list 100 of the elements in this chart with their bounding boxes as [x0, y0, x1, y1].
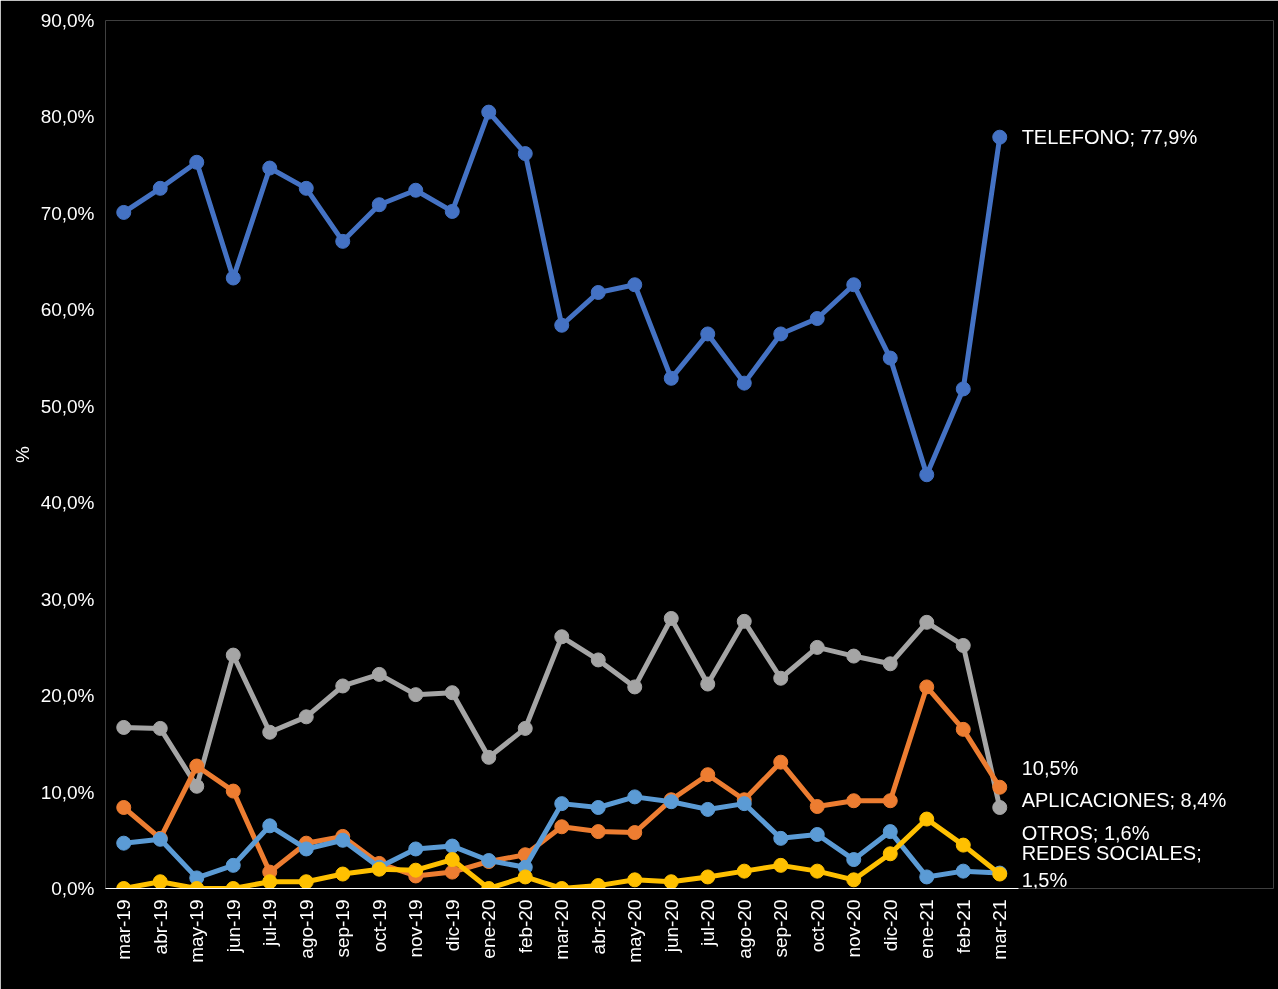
- point: [700, 326, 716, 342]
- point: [116, 719, 132, 735]
- point: [371, 197, 387, 213]
- point: [298, 841, 314, 857]
- point: [882, 824, 898, 840]
- point: [773, 830, 789, 846]
- x-tick-label: mar-19: [113, 899, 135, 960]
- point: [189, 778, 205, 794]
- point: [700, 801, 716, 817]
- point: [955, 637, 971, 653]
- point: [955, 721, 971, 737]
- point: [919, 869, 935, 885]
- point: [773, 326, 789, 342]
- text: OTROS; 1,6%: [1021, 821, 1150, 844]
- point: [809, 863, 825, 879]
- point: [408, 862, 424, 878]
- y-tick-label: 80,0%: [40, 106, 95, 128]
- point: [882, 656, 898, 672]
- point: [736, 796, 752, 812]
- point: [992, 129, 1008, 145]
- point: [663, 370, 679, 386]
- x-tick-label: ago-20: [733, 899, 755, 959]
- point: [262, 160, 278, 176]
- point: [627, 872, 643, 888]
- point: [919, 467, 935, 483]
- point: [554, 819, 570, 835]
- point: [262, 724, 278, 740]
- x-tick-label: abr-20: [587, 899, 609, 955]
- x-tick-label: jun-20: [660, 899, 682, 954]
- point: [590, 800, 606, 815]
- y-tick-label: 60,0%: [40, 299, 95, 321]
- point: [444, 852, 460, 868]
- point: [225, 647, 241, 663]
- y-tick-label: 70,0%: [40, 202, 95, 224]
- point: [773, 857, 789, 873]
- point: [371, 666, 387, 682]
- point: [882, 793, 898, 809]
- point: [627, 825, 643, 841]
- point: [992, 800, 1008, 815]
- point: [846, 648, 862, 664]
- point: [846, 852, 862, 868]
- point: [700, 869, 716, 885]
- point: [992, 779, 1008, 795]
- point: [590, 824, 606, 840]
- point: [627, 679, 643, 695]
- point: [773, 670, 789, 686]
- x-tick-label: mar-20: [551, 899, 573, 960]
- point: [627, 277, 643, 293]
- x-tick-label: oct-20: [806, 899, 828, 953]
- point: [846, 872, 862, 888]
- point: [554, 796, 570, 812]
- point: [554, 317, 570, 333]
- x-tick-label: ago-19: [295, 899, 317, 959]
- point: [408, 182, 424, 198]
- point: [517, 146, 533, 162]
- x-tick-label: dic-19: [441, 899, 463, 952]
- data-label: 10,5%: [1021, 756, 1079, 779]
- point: [809, 827, 825, 842]
- y-tick-label: 50,0%: [40, 395, 95, 417]
- x-tick-label: abr-19: [149, 899, 171, 955]
- y-axis-title: %: [11, 445, 33, 463]
- point: [846, 277, 862, 293]
- x-tick-label: jun-19: [222, 899, 244, 954]
- point: [116, 800, 132, 815]
- x-tick-label: sep-19: [332, 899, 354, 958]
- point: [262, 818, 278, 834]
- point: [444, 203, 460, 219]
- y-tick-label: 40,0%: [40, 492, 95, 514]
- point: [809, 311, 825, 326]
- point: [809, 639, 825, 655]
- point: [225, 783, 241, 799]
- data-label: 1,5%: [1021, 868, 1068, 891]
- point: [700, 676, 716, 692]
- x-tick-label: feb-21: [952, 899, 974, 954]
- point: [225, 270, 241, 286]
- point: [444, 685, 460, 701]
- point: [189, 154, 205, 170]
- point: [116, 204, 132, 220]
- point: [663, 874, 679, 889]
- y-tick-label: 20,0%: [40, 685, 95, 707]
- point: [955, 381, 971, 397]
- point: [335, 233, 351, 249]
- point: [919, 679, 935, 695]
- point: [955, 837, 971, 853]
- point: [444, 838, 460, 854]
- point: [408, 687, 424, 703]
- point: [335, 678, 351, 694]
- text: APLICACIONES; 8,4%: [1021, 788, 1227, 811]
- point: [736, 863, 752, 879]
- point: [517, 720, 533, 736]
- point: [554, 629, 570, 645]
- series-label: REDES SOCIALES;: [1021, 842, 1202, 865]
- point: [590, 652, 606, 668]
- point: [919, 811, 935, 827]
- point: [736, 375, 752, 391]
- point: [152, 180, 168, 196]
- x-tick-label: mar-21: [989, 899, 1011, 960]
- x-tick-label: dic-20: [879, 899, 901, 952]
- x-tick-label: nov-19: [405, 899, 427, 958]
- y-tick-label: 0,0%: [51, 878, 95, 899]
